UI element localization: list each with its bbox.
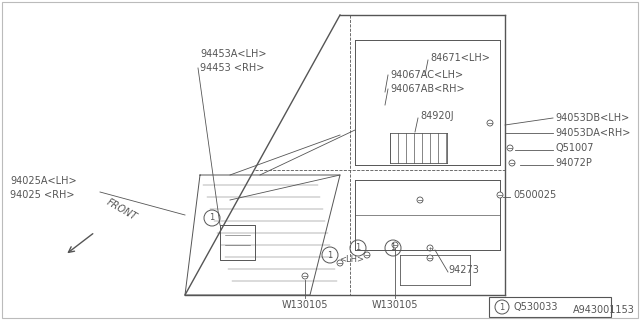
Circle shape — [509, 160, 515, 166]
Text: 94053DA<RH>: 94053DA<RH> — [555, 128, 630, 138]
Circle shape — [302, 273, 308, 279]
Circle shape — [507, 145, 513, 151]
Text: 0500025: 0500025 — [513, 190, 556, 200]
Text: 94067AB<RH>: 94067AB<RH> — [390, 84, 465, 94]
Text: 94273: 94273 — [448, 265, 479, 275]
Text: 1: 1 — [499, 302, 504, 311]
Text: 94067AC<LH>: 94067AC<LH> — [390, 70, 463, 80]
Text: W130105: W130105 — [282, 300, 328, 310]
Text: FRONT: FRONT — [105, 197, 139, 222]
Text: 1: 1 — [390, 244, 396, 252]
Text: 94025 <RH>: 94025 <RH> — [10, 190, 74, 200]
Circle shape — [337, 260, 343, 266]
Circle shape — [487, 120, 493, 126]
Text: 1: 1 — [355, 244, 360, 252]
Circle shape — [364, 252, 370, 258]
Text: W130105: W130105 — [372, 300, 419, 310]
Text: 1: 1 — [328, 251, 333, 260]
Text: 94453 <RH>: 94453 <RH> — [200, 63, 264, 73]
Text: A943001153: A943001153 — [573, 305, 635, 315]
Text: Q530033: Q530033 — [513, 302, 557, 312]
Circle shape — [392, 242, 398, 248]
Circle shape — [427, 255, 433, 261]
Circle shape — [417, 197, 423, 203]
Text: Q51007: Q51007 — [555, 143, 593, 153]
Text: 84671<LH>: 84671<LH> — [430, 53, 490, 63]
Circle shape — [497, 192, 503, 198]
Text: 94053DB<LH>: 94053DB<LH> — [555, 113, 629, 123]
Text: 1: 1 — [209, 213, 214, 222]
Text: 94072P: 94072P — [555, 158, 592, 168]
Text: <LH>: <LH> — [339, 254, 365, 263]
Text: 84920J: 84920J — [420, 111, 454, 121]
Text: 94025A<LH>: 94025A<LH> — [10, 176, 77, 186]
Text: 94453A<LH>: 94453A<LH> — [200, 49, 266, 59]
